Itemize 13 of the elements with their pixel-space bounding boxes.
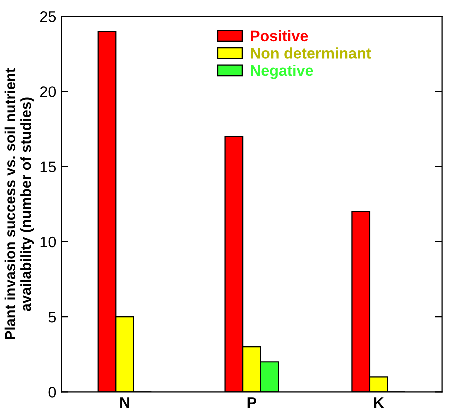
legend-label: Positive	[251, 30, 308, 42]
y-tick-label: 20	[40, 86, 56, 98]
x-tick-label: K	[374, 398, 384, 408]
legend-label: Non determinant	[251, 48, 372, 59]
y-axis-title: Plant invasion success vs. soil nutrient availability (number of studies)	[4, 68, 34, 340]
x-tick-label: P	[248, 398, 257, 408]
legend-label: Negative	[251, 64, 314, 80]
y-tick-label: 0	[48, 387, 56, 398]
y-tick-label: 5	[48, 312, 56, 323]
x-tick-label: N	[120, 398, 130, 408]
y-tick-label: 10	[40, 236, 56, 248]
y-tick-label: 25	[40, 11, 56, 22]
y-tick-label: 15	[40, 162, 56, 173]
